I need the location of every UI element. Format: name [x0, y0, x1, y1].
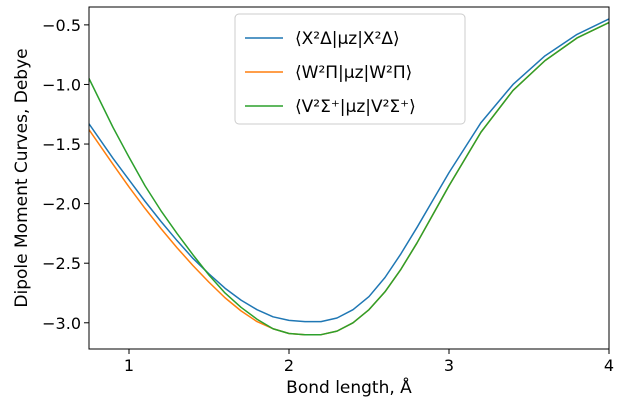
series-line-1 [89, 18, 609, 323]
y-tick-label: −2.5 [42, 254, 81, 273]
legend-label-2: ⟨W²Π|μz|W²Π⟩ [295, 63, 412, 83]
x-tick-label: 4 [604, 356, 614, 375]
x-axis-label: Bond length, Å [286, 376, 412, 398]
x-tick-label: 3 [444, 356, 454, 375]
x-tick-label: 1 [124, 356, 134, 375]
y-axis-label: Dipole Moment Curves, Debye [12, 48, 32, 307]
x-tick-label: 2 [284, 356, 294, 375]
y-tick-label: −1.0 [42, 75, 81, 94]
series-layer [89, 18, 609, 336]
y-tick-label: −2.0 [42, 195, 81, 214]
legend-label-3: ⟨V²Σ⁺|μz|V²Σ⁺⟩ [295, 97, 416, 117]
plot-frame [88, 6, 610, 350]
y-tick-label: −1.5 [42, 135, 81, 154]
y-tick-label: −0.5 [42, 16, 81, 35]
series-line-3 [89, 21, 609, 336]
legend-box [234, 13, 466, 125]
legend-label-1: ⟨X²Δ|μz|X²Δ⟩ [295, 29, 400, 49]
ticks-layer: 1 2 3 4 −3.0 −2.5 −2.0 −1.5 −1.0 −0.5 [42, 16, 614, 375]
y-tick-label: −3.0 [42, 314, 81, 333]
legend: ⟨X²Δ|μz|X²Δ⟩ ⟨W²Π|μz|W²Π⟩ ⟨V²Σ⁺|μz|V²Σ⁺⟩ [234, 13, 466, 125]
